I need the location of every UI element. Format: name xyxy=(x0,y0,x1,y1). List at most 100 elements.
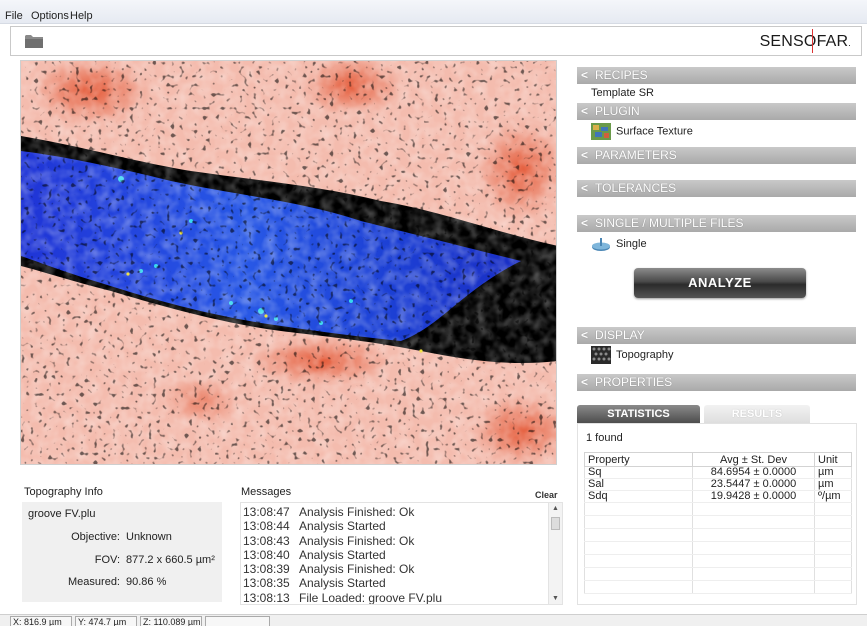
message-text: Analysis Started xyxy=(299,519,386,534)
list-item: 13:08:39 Analysis Finished: Ok xyxy=(243,562,548,576)
single-file-label: Single xyxy=(616,237,647,250)
message-text: Analysis Finished: Ok xyxy=(299,533,415,548)
menu-file[interactable]: File xyxy=(5,10,23,22)
menu-bar: File Options Help xyxy=(0,0,867,24)
properties-header-label: PROPERTIES xyxy=(595,375,673,389)
chevron-left-icon: < xyxy=(581,375,589,389)
cell-value: 84.6954 ± 0.0000 xyxy=(692,466,815,479)
fov-label: FOV: xyxy=(94,554,120,566)
message-time: 13:08:40 xyxy=(243,547,290,562)
column-header-property[interactable]: Property xyxy=(584,452,693,467)
menu-help[interactable]: Help xyxy=(70,10,93,22)
empty-row xyxy=(584,567,852,581)
plugin-header[interactable]: < PLUGIN xyxy=(577,103,856,120)
sensofar-logo: SENSOFAR. xyxy=(759,29,851,53)
recipes-header[interactable]: < RECIPES xyxy=(577,67,856,84)
message-text: File Loaded: groove FV.plu xyxy=(299,590,442,605)
menu-options[interactable]: Options xyxy=(31,10,69,22)
message-text: Analysis Started xyxy=(299,576,386,591)
folder-open-icon[interactable] xyxy=(25,34,43,48)
objective-label: Objective: xyxy=(71,531,120,543)
topography-info-title: Topography Info xyxy=(24,486,103,498)
table-row[interactable]: Sal 23.5447 ± 0.0000 µm xyxy=(584,478,852,491)
message-time: 13:08:43 xyxy=(243,533,290,548)
chevron-left-icon: < xyxy=(581,216,589,230)
display-header[interactable]: < DISPLAY xyxy=(577,327,856,344)
scroll-down-icon[interactable]: ▼ xyxy=(552,595,559,602)
tab-statistics[interactable]: STATISTICS xyxy=(577,405,700,423)
empty-row xyxy=(584,502,852,516)
scroll-thumb[interactable] xyxy=(551,517,560,530)
recipe-item[interactable]: Template SR xyxy=(591,87,654,99)
cell-unit: µm xyxy=(814,466,852,479)
toolbar: SENSOFAR. xyxy=(10,26,862,56)
statistics-table: Property Avg ± St. Dev Unit Sq 84.6954 ±… xyxy=(584,452,852,594)
chevron-left-icon: < xyxy=(581,181,589,195)
single-file-item[interactable]: Single xyxy=(591,237,647,251)
status-y: Y: 474.7 µm xyxy=(75,616,137,626)
tolerances-header-label: TOLERANCES xyxy=(595,181,677,195)
message-time: 13:08:47 xyxy=(243,505,290,519)
clear-messages-button[interactable]: Clear xyxy=(535,490,558,500)
parameters-header-label: PARAMETERS xyxy=(595,148,677,162)
list-item: 13:08:43 Analysis Finished: Ok xyxy=(243,534,548,548)
fov-value: 877.2 x 660.5 µm² xyxy=(126,554,215,566)
topography-view[interactable] xyxy=(20,60,557,465)
list-item: 13:08:47 Analysis Finished: Ok xyxy=(243,505,548,519)
cell-property: Sdq xyxy=(584,490,693,503)
display-header-label: DISPLAY xyxy=(595,328,645,342)
cell-property: Sq xyxy=(584,466,693,479)
display-item[interactable]: Topography xyxy=(591,346,674,364)
chevron-left-icon: < xyxy=(581,68,589,82)
right-panel: < RECIPES Template SR < PLUGIN Surface Tex… xyxy=(577,60,859,605)
status-z: Z: 110.089 µm xyxy=(140,616,202,626)
measured-value: 90.86 % xyxy=(126,576,167,588)
plugin-item-label: Surface Texture xyxy=(616,125,693,138)
properties-header[interactable]: < PROPERTIES xyxy=(577,374,856,391)
empty-row xyxy=(584,580,852,594)
recipes-header-label: RECIPES xyxy=(595,68,648,82)
topography-icon xyxy=(591,346,611,364)
messages-title: Messages xyxy=(241,486,292,498)
messages-scrollbar[interactable]: ▲ ▼ xyxy=(548,503,562,604)
empty-row xyxy=(584,528,852,542)
plugin-item[interactable]: Surface Texture xyxy=(591,123,693,140)
logo-text: SENSOFAR xyxy=(759,33,849,50)
message-time: 13:08:13 xyxy=(243,590,290,605)
column-header-unit[interactable]: Unit xyxy=(814,452,852,467)
status-x: X: 816.9 µm xyxy=(10,616,72,626)
logo-line-icon xyxy=(811,29,813,53)
table-row[interactable]: Sq 84.6954 ± 0.0000 µm xyxy=(584,466,852,479)
message-text: Analysis Finished: Ok xyxy=(299,505,415,519)
tab-results[interactable]: RESULTS xyxy=(704,405,810,423)
table-row[interactable]: Sdq 19.9428 ± 0.0000 º/µm xyxy=(584,490,852,503)
files-header[interactable]: < SINGLE / MULTIPLE FILES xyxy=(577,215,856,232)
measured-label: Measured: xyxy=(68,576,120,588)
list-item: 13:08:40 Analysis Started xyxy=(243,548,548,562)
surface-texture-icon xyxy=(591,123,611,140)
empty-row xyxy=(584,515,852,529)
scroll-up-icon[interactable]: ▲ xyxy=(552,505,559,512)
tolerances-header[interactable]: < TOLERANCES xyxy=(577,180,856,197)
chevron-left-icon: < xyxy=(581,148,589,162)
messages-list[interactable]: 13:08:47 Analysis Finished: Ok 13:08:44 An… xyxy=(240,502,563,605)
display-item-label: Topography xyxy=(616,348,674,361)
column-header-avg[interactable]: Avg ± St. Dev xyxy=(692,452,815,467)
topography-image[interactable] xyxy=(21,61,557,465)
file-name: groove FV.plu xyxy=(28,508,96,520)
list-item: 13:08:13 File Loaded: groove FV.plu xyxy=(243,590,548,605)
message-time: 13:08:39 xyxy=(243,562,290,577)
list-item: 13:08:44 Analysis Started xyxy=(243,519,548,533)
parameters-header[interactable]: < PARAMETERS xyxy=(577,147,856,164)
chevron-left-icon: < xyxy=(581,328,589,342)
statistics-panel: 1 found Property Avg ± St. Dev Unit Sq 8… xyxy=(577,423,857,605)
status-empty xyxy=(205,616,270,626)
cell-unit: µm xyxy=(814,478,852,491)
empty-row xyxy=(584,541,852,555)
objective-value: Unknown xyxy=(126,531,172,543)
cell-property: Sal xyxy=(584,478,693,491)
analyze-button[interactable]: ANALYZE xyxy=(634,268,806,298)
found-count: 1 found xyxy=(586,432,623,444)
logo-mark: . xyxy=(848,38,851,48)
message-time: 13:08:35 xyxy=(243,576,290,591)
